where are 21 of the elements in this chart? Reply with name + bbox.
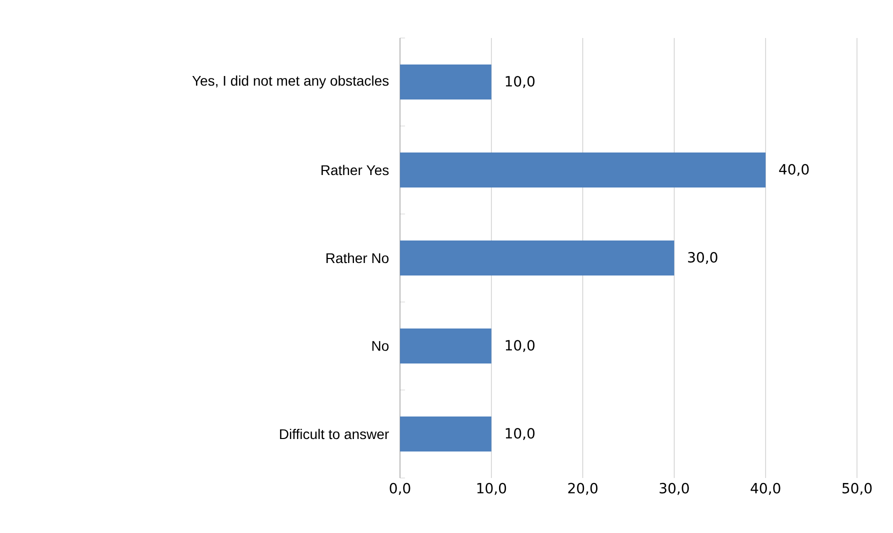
x-tick-label: 0,0 bbox=[390, 482, 410, 495]
data-label: 30,0 bbox=[688, 252, 718, 264]
x-tick-label: 40,0 bbox=[750, 482, 780, 495]
y-tick-label: Difficult to answer bbox=[280, 428, 389, 440]
bar bbox=[400, 416, 492, 452]
data-label: 10,0 bbox=[506, 340, 535, 352]
x-tick-label: 10,0 bbox=[477, 482, 506, 495]
x-tick-label: 30,0 bbox=[660, 482, 689, 495]
bar bbox=[400, 64, 492, 100]
bar bbox=[400, 240, 674, 276]
bar bbox=[400, 152, 766, 188]
y-tick-label: No bbox=[372, 341, 389, 351]
x-tick-label: 50,0 bbox=[842, 482, 872, 495]
y-tick-label: Rather Yes bbox=[322, 164, 389, 176]
bar bbox=[400, 328, 492, 364]
data-label: 40,0 bbox=[779, 164, 809, 176]
y-tick-label: Yes, I did not met any obstacles bbox=[192, 75, 389, 89]
data-label: 10,0 bbox=[506, 428, 535, 440]
x-tick-label: 20,0 bbox=[568, 482, 598, 495]
y-tick-label: Rather No bbox=[326, 252, 389, 264]
data-label: 10,0 bbox=[506, 76, 535, 88]
